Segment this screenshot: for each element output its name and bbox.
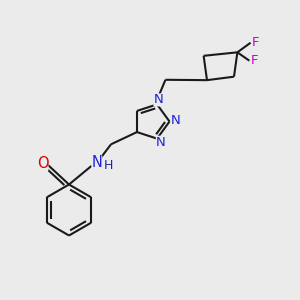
Text: F: F xyxy=(251,54,259,67)
Text: N: N xyxy=(153,93,163,106)
Text: F: F xyxy=(252,36,260,49)
Text: N: N xyxy=(156,136,166,149)
Text: N: N xyxy=(92,155,102,170)
Text: O: O xyxy=(37,156,48,171)
Text: H: H xyxy=(103,159,113,172)
Text: N: N xyxy=(171,114,181,128)
